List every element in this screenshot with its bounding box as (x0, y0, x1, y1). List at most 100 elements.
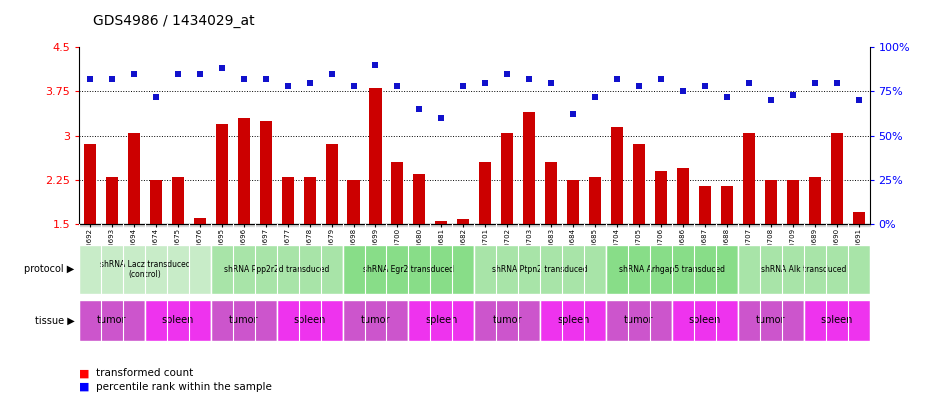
Bar (853, 212, 865, 224)
Point (588, 94, 603, 100)
Point (170, 70, 185, 77)
Point (83, 76, 98, 82)
Text: shRNA Ppp2r2d transduced: shRNA Ppp2r2d transduced (224, 265, 329, 274)
Text: tumor: tumor (493, 315, 522, 325)
Bar (826, 224, 847, 226)
Bar (694, 224, 716, 226)
Text: shRNA Lacz transduced
(control): shRNA Lacz transduced (control) (100, 259, 191, 279)
Text: tumor: tumor (98, 315, 126, 325)
Bar (567, 180, 579, 224)
Text: tissue ▶: tissue ▶ (34, 315, 74, 325)
Bar (606, 224, 628, 226)
Bar (413, 174, 425, 224)
Point (390, 83, 405, 89)
Text: transformed count: transformed count (96, 368, 193, 378)
Point (236, 76, 251, 82)
Text: ■: ■ (79, 382, 89, 392)
Point (193, 70, 207, 77)
Text: spleen: spleen (425, 315, 458, 325)
Bar (166, 224, 189, 226)
Bar (782, 224, 804, 226)
Bar (655, 171, 667, 224)
Bar (677, 168, 689, 224)
Bar (435, 221, 447, 224)
Point (741, 79, 756, 86)
Bar (326, 144, 338, 224)
Bar (211, 245, 342, 294)
Bar (211, 299, 277, 341)
Bar (342, 245, 474, 294)
Bar (431, 224, 452, 226)
Point (499, 70, 514, 77)
Bar (474, 299, 540, 341)
Bar (123, 224, 145, 226)
Bar (562, 224, 584, 226)
Text: shRNA Alk transduced: shRNA Alk transduced (761, 265, 846, 274)
Bar (671, 224, 694, 226)
Bar (606, 245, 737, 294)
Bar (193, 218, 206, 224)
Bar (189, 224, 211, 226)
Bar (760, 224, 782, 226)
Bar (458, 219, 470, 224)
Bar (238, 118, 250, 224)
Bar (145, 299, 211, 341)
Point (565, 111, 580, 118)
Bar (524, 112, 536, 224)
Bar (150, 180, 162, 224)
Bar (497, 224, 518, 226)
Bar (321, 224, 342, 226)
Point (214, 65, 229, 72)
Bar (804, 224, 826, 226)
Bar (606, 299, 671, 341)
Bar (101, 224, 123, 226)
Bar (474, 224, 497, 226)
Point (434, 115, 449, 121)
Bar (365, 224, 387, 226)
Point (807, 79, 822, 86)
Point (764, 97, 778, 103)
Point (412, 106, 427, 112)
Point (851, 97, 866, 103)
Bar (128, 133, 140, 224)
Point (368, 62, 383, 68)
Bar (408, 299, 474, 341)
Bar (584, 224, 606, 226)
Text: shRNA Egr2 transduced: shRNA Egr2 transduced (363, 265, 454, 274)
Text: GDS4986 / 1434029_at: GDS4986 / 1434029_at (93, 13, 255, 28)
Bar (628, 224, 650, 226)
Text: tumor: tumor (624, 315, 654, 325)
Bar (387, 224, 408, 226)
Bar (698, 185, 711, 224)
Point (126, 70, 141, 77)
Bar (79, 299, 145, 341)
Text: spleen: spleen (689, 315, 721, 325)
Point (456, 83, 471, 89)
Bar (342, 224, 365, 226)
Bar (255, 224, 277, 226)
Bar (716, 224, 737, 226)
Point (346, 83, 361, 89)
Bar (211, 224, 232, 226)
Text: spleen: spleen (294, 315, 326, 325)
Bar (737, 299, 804, 341)
Bar (348, 180, 360, 224)
Bar (545, 162, 557, 224)
Text: tumor: tumor (229, 315, 259, 325)
Text: spleen: spleen (162, 315, 194, 325)
Bar (743, 133, 755, 224)
Bar (804, 299, 870, 341)
Point (522, 76, 537, 82)
Bar (342, 299, 408, 341)
Bar (303, 177, 315, 224)
Text: spleen: spleen (557, 315, 590, 325)
Point (631, 83, 646, 89)
Text: ■: ■ (79, 368, 89, 378)
Bar (847, 224, 870, 226)
Bar (277, 299, 342, 341)
Point (478, 79, 493, 86)
Bar (408, 224, 431, 226)
Bar (830, 133, 843, 224)
Bar (650, 224, 671, 226)
Bar (79, 245, 211, 294)
